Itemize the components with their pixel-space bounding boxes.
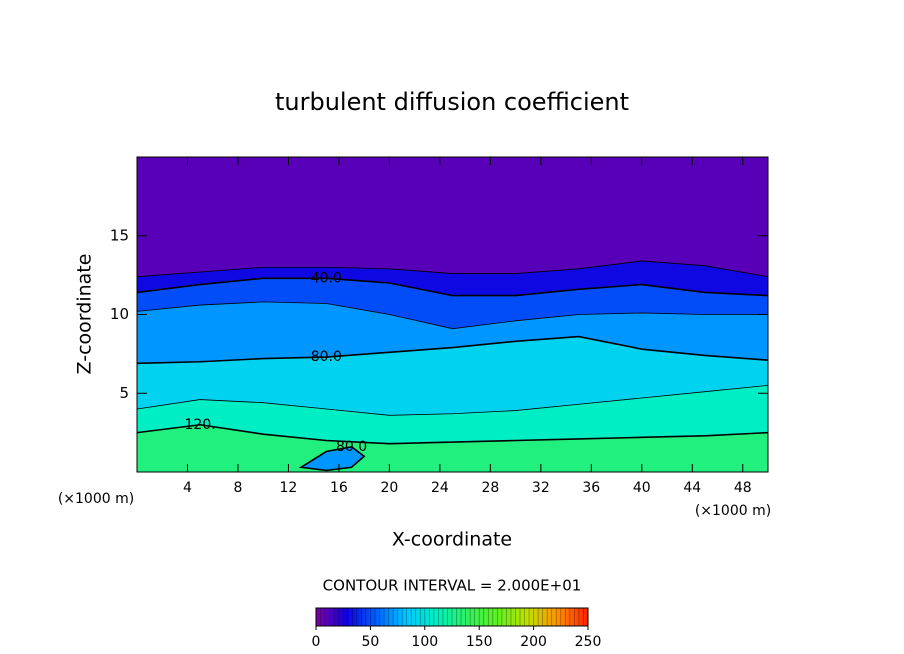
chart-title: turbulent diffusion coefficient [275,88,629,116]
y-axis-label: Z-coordinate [74,254,96,375]
x-tick-label: 16 [330,480,348,496]
contour-label: 80.0 [336,439,367,455]
contour-interval: CONTOUR INTERVAL = 2.000E+01 [323,577,582,595]
contour-label: 80.0 [311,349,342,365]
x-tick-label: 32 [532,480,550,496]
contour-line [137,335,768,365]
contour-line [298,445,366,472]
x-tick-label: 24 [431,480,449,496]
colorbar-tick-label: 50 [361,634,379,650]
y-tick-label: 5 [119,384,129,402]
contour-line [137,423,768,445]
x-axis-label: X-coordinate [392,529,512,551]
contour-label: 120. [185,417,216,433]
colorbar-tick-label: 200 [520,634,547,650]
contour-fill [301,446,365,471]
contour-line [137,277,768,297]
contour-fill [137,424,768,472]
y-tick-label: 10 [110,305,129,323]
contour-line [137,260,768,278]
plot-area: 40.0 80.0 120. 80.0 [137,157,768,472]
x-tick-label: 28 [481,480,499,496]
colorbar-tick-label: 0 [312,634,321,650]
colorbar-tick-label: 150 [466,634,493,650]
contour-label: 40.0 [311,270,342,286]
contour-line [137,301,768,330]
y-tick-label: 15 [110,226,129,244]
colorbar-tick-label: 250 [575,634,602,650]
x-tick-label: 20 [380,480,398,496]
x-unit-label: (×1000 m) [695,503,771,519]
x-unit-label: (×1000 m) [58,491,134,507]
x-tick-label: 44 [683,480,701,496]
x-tick-label: 8 [233,480,242,496]
x-tick-label: 12 [280,480,298,496]
x-tick-label: 4 [183,480,192,496]
x-tick-label: 48 [734,480,752,496]
contour-line [137,384,768,416]
x-tick-label: 40 [633,480,651,496]
colorbar-tick-label: 100 [411,634,438,650]
x-tick-label: 36 [582,480,600,496]
colorbar [315,607,589,627]
